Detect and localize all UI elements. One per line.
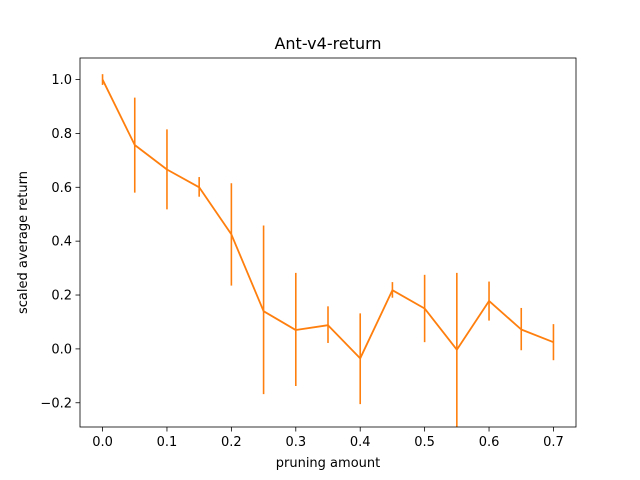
y-tick-label: 1.0 (51, 73, 72, 88)
x-tick-label: 0.1 (157, 435, 178, 450)
y-axis: −0.2 0.0 0.2 0.4 0.6 0.8 1.0 (40, 73, 80, 411)
y-tick-label: 0.6 (51, 181, 72, 196)
y-tick-label: 0.8 (51, 127, 72, 142)
axes-frame (79, 57, 577, 428)
y-tick-label: 0.0 (51, 342, 72, 357)
x-tick-label: 0.3 (285, 435, 306, 450)
x-tick-label: 0.0 (92, 435, 113, 450)
series-line (101, 79, 554, 360)
plot-area (101, 74, 555, 427)
x-tick-label: 0.2 (221, 435, 242, 450)
x-tick-label: 0.5 (414, 435, 435, 450)
y-axis-label: scaled average return (16, 171, 31, 314)
y-tick-label: −0.2 (40, 396, 72, 411)
x-axis-label: pruning amount (276, 456, 380, 471)
y-tick-label: 0.2 (51, 289, 72, 304)
x-axis: 0.0 0.1 0.2 0.3 0.4 0.5 0.6 0.7 (92, 427, 564, 450)
chart-title: Ant-v4-return (274, 34, 381, 53)
x-tick-label: 0.4 (350, 435, 371, 450)
x-tick-label: 0.6 (479, 435, 500, 450)
x-tick-label: 0.7 (543, 435, 564, 450)
y-tick-label: 0.4 (51, 235, 72, 250)
